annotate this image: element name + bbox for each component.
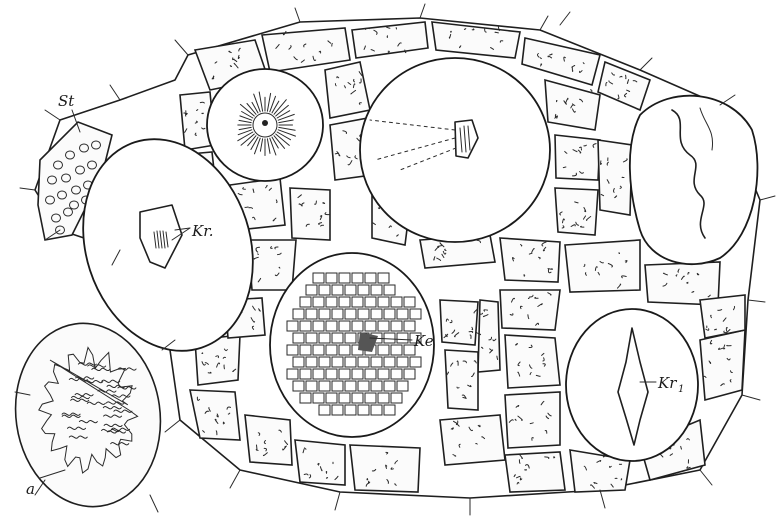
leader-a xyxy=(39,469,66,479)
cell-crystal-dashed xyxy=(359,57,551,243)
label-kr1: Kr xyxy=(657,374,677,392)
crystal-kr-outline xyxy=(139,204,183,269)
fold-line xyxy=(671,109,706,239)
parenchyma-cells xyxy=(177,21,746,493)
leader-kr xyxy=(174,227,191,231)
label-kr: Kr. xyxy=(191,222,214,240)
dashed-crystal xyxy=(369,119,479,171)
label-st: St xyxy=(58,92,75,110)
starch-grains xyxy=(45,140,101,235)
cell-a xyxy=(14,322,162,508)
cell-a-contents xyxy=(38,346,139,474)
crystal-kr1 xyxy=(617,327,649,446)
fold-line-2 xyxy=(699,107,714,151)
crystal-kr-raphides xyxy=(153,227,191,249)
cell-kr1 xyxy=(565,308,699,462)
leader-ke xyxy=(369,337,413,341)
border-hairs xyxy=(14,3,776,516)
label-kr1-sub: 1 xyxy=(678,384,684,395)
label-ke: Ke xyxy=(413,332,434,350)
nucleus-reticulum xyxy=(286,272,422,416)
label-a: a xyxy=(26,480,35,498)
radiate-nucleus xyxy=(237,91,296,156)
leader-st xyxy=(71,109,81,133)
